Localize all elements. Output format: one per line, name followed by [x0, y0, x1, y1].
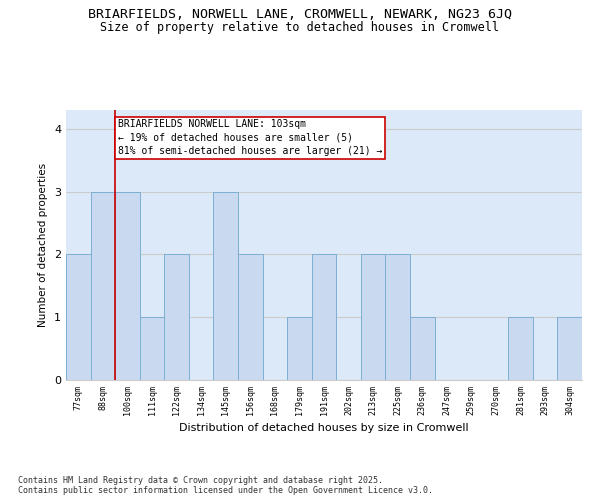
X-axis label: Distribution of detached houses by size in Cromwell: Distribution of detached houses by size …: [179, 423, 469, 433]
Bar: [557, 317, 582, 380]
Bar: [410, 317, 434, 380]
Bar: [140, 317, 164, 380]
Bar: [238, 254, 263, 380]
Bar: [287, 317, 312, 380]
Bar: [115, 192, 140, 380]
Bar: [91, 192, 115, 380]
Bar: [164, 254, 189, 380]
Bar: [385, 254, 410, 380]
Bar: [508, 317, 533, 380]
Bar: [214, 192, 238, 380]
Bar: [361, 254, 385, 380]
Text: BRIARFIELDS NORWELL LANE: 103sqm
← 19% of detached houses are smaller (5)
81% of: BRIARFIELDS NORWELL LANE: 103sqm ← 19% o…: [118, 120, 382, 156]
Bar: [312, 254, 336, 380]
Text: Size of property relative to detached houses in Cromwell: Size of property relative to detached ho…: [101, 22, 499, 35]
Y-axis label: Number of detached properties: Number of detached properties: [38, 163, 49, 327]
Text: Contains HM Land Registry data © Crown copyright and database right 2025.
Contai: Contains HM Land Registry data © Crown c…: [18, 476, 433, 495]
Bar: [66, 254, 91, 380]
Text: BRIARFIELDS, NORWELL LANE, CROMWELL, NEWARK, NG23 6JQ: BRIARFIELDS, NORWELL LANE, CROMWELL, NEW…: [88, 8, 512, 20]
